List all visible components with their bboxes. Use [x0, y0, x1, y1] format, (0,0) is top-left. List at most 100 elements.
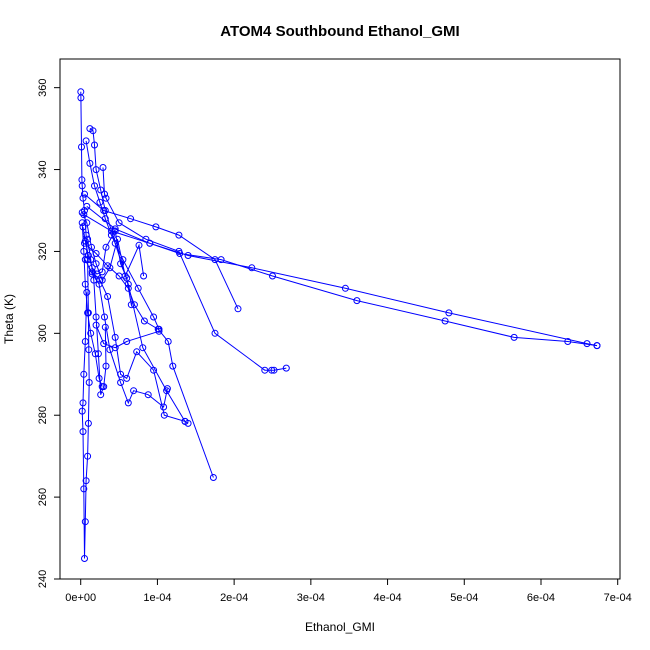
data-series [78, 219, 106, 391]
series-line [85, 140, 160, 349]
data-point [87, 329, 95, 337]
data-point [134, 284, 142, 292]
data-point [130, 387, 138, 395]
data-point [150, 313, 158, 321]
data-point [127, 301, 135, 309]
data-point [130, 301, 138, 309]
data-point [79, 428, 87, 436]
data-point [88, 264, 96, 272]
data-point [184, 252, 192, 259]
data-point [121, 272, 129, 280]
data-point [88, 243, 95, 251]
data-point [91, 141, 98, 149]
data-point [217, 256, 225, 264]
data-point [80, 211, 88, 219]
data-point [97, 391, 105, 399]
data-point [81, 518, 89, 526]
y-tick-label: 280 [37, 406, 49, 424]
data-point [83, 202, 91, 210]
data-point [85, 379, 93, 386]
series-layer [77, 88, 601, 562]
data-point [82, 477, 90, 485]
data-point [84, 252, 92, 259]
data-point [98, 383, 106, 391]
data-point [117, 370, 125, 378]
data-point [86, 159, 94, 167]
data-point [127, 215, 135, 223]
data-point [79, 223, 87, 231]
data-series [83, 202, 601, 350]
data-point [91, 350, 99, 358]
data-point [111, 333, 119, 341]
y-axis: 240 260 280 300 320 340 360 [37, 78, 61, 588]
y-tick-label: 320 [37, 242, 49, 260]
data-point [80, 485, 88, 493]
data-point [150, 366, 158, 374]
data-point [181, 417, 189, 425]
data-point [169, 362, 177, 370]
x-tick-label: 7e-04 [604, 592, 632, 604]
data-point [102, 194, 110, 202]
data-point [139, 344, 147, 352]
data-point [101, 190, 108, 198]
data-point [135, 241, 143, 249]
data-point [152, 223, 160, 231]
data-point [77, 94, 85, 102]
series-line [83, 214, 598, 347]
data-point [341, 284, 349, 292]
data-point [81, 338, 89, 345]
data-point [133, 348, 141, 356]
series-line [89, 128, 189, 424]
data-point [234, 305, 242, 313]
data-series [77, 88, 93, 562]
data-point [92, 313, 100, 321]
data-point [98, 276, 106, 284]
data-point [445, 309, 453, 317]
data-point [95, 374, 103, 382]
data-point [89, 127, 97, 135]
data-point [84, 419, 92, 427]
x-tick-label: 2e-04 [220, 592, 248, 604]
data-point [100, 207, 108, 214]
data-point [269, 272, 276, 280]
data-point [85, 346, 93, 354]
data-point [564, 338, 572, 345]
data-point [81, 190, 88, 198]
data-point [209, 474, 217, 481]
data-point [79, 399, 87, 407]
data-series [78, 209, 148, 284]
series-line [80, 91, 90, 559]
data-point [510, 333, 518, 341]
data-point [78, 182, 86, 190]
data-point [79, 194, 87, 202]
data-point [124, 399, 132, 407]
data-point [78, 143, 85, 151]
y-axis-label: Theta (K) [2, 294, 16, 344]
series-line [84, 193, 239, 310]
data-point [593, 342, 601, 350]
data-point [353, 297, 361, 305]
data-point [96, 198, 104, 206]
data-series [79, 223, 135, 309]
data-point [101, 323, 109, 331]
data-point [101, 313, 108, 321]
series-line [86, 206, 598, 347]
data-point [83, 219, 91, 227]
data-point [81, 237, 89, 245]
data-point [104, 293, 112, 300]
series-line [81, 222, 103, 387]
data-point [160, 403, 168, 411]
y-tick-label: 240 [37, 570, 49, 588]
data-point [140, 317, 148, 325]
data-point [123, 374, 131, 382]
y-tick-label: 340 [37, 160, 49, 178]
x-tick-label: 6e-04 [527, 592, 555, 604]
data-point [117, 260, 125, 268]
data-point [81, 280, 89, 288]
series-line [81, 212, 145, 282]
data-point [282, 364, 290, 372]
data-series [80, 211, 601, 350]
data-point [92, 260, 100, 268]
